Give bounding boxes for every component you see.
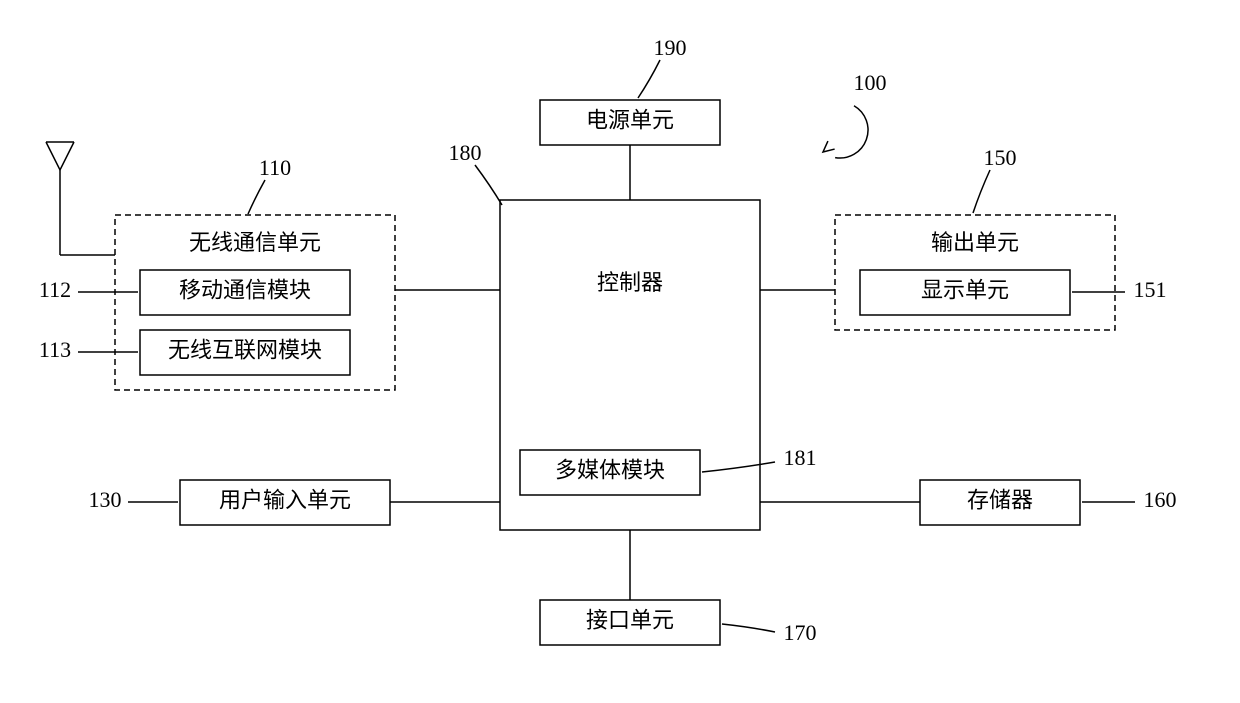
output_group-label: 输出单元 xyxy=(931,230,1019,255)
controller-label: 控制器 xyxy=(597,270,663,295)
ref-leader-150 xyxy=(973,170,990,213)
ref-num-112: 112 xyxy=(39,277,71,302)
ref-num-151: 151 xyxy=(1134,277,1167,302)
ref-num-170: 170 xyxy=(784,620,817,645)
wlan-label: 无线互联网模块 xyxy=(168,338,322,363)
ref-num-190: 190 xyxy=(654,35,687,60)
ref-leader-100 xyxy=(835,106,868,158)
wireless_group-label: 无线通信单元 xyxy=(189,230,321,255)
ref-num-100: 100 xyxy=(854,70,887,95)
ref-leader-170 xyxy=(722,624,775,632)
ref-leader-190 xyxy=(638,60,660,98)
ref-num-113: 113 xyxy=(39,337,71,362)
antenna-icon xyxy=(46,142,74,170)
ref-arrowhead-100 xyxy=(823,141,835,152)
mobile-label: 移动通信模块 xyxy=(179,278,311,303)
ref-num-181: 181 xyxy=(784,445,817,470)
memory-label: 存储器 xyxy=(967,488,1033,513)
ref-num-160: 160 xyxy=(1144,487,1177,512)
ref-num-180: 180 xyxy=(449,140,482,165)
ref-num-110: 110 xyxy=(259,155,291,180)
ref-num-150: 150 xyxy=(984,145,1017,170)
interface-label: 接口单元 xyxy=(586,608,674,633)
display-label: 显示单元 xyxy=(921,278,1009,303)
ref-leader-110 xyxy=(248,180,265,214)
power-label: 电源单元 xyxy=(586,108,674,133)
ref-leader-180 xyxy=(475,165,502,205)
multimedia-label: 多媒体模块 xyxy=(555,458,665,483)
ref-num-130: 130 xyxy=(89,487,122,512)
user_input-label: 用户输入单元 xyxy=(219,488,351,513)
